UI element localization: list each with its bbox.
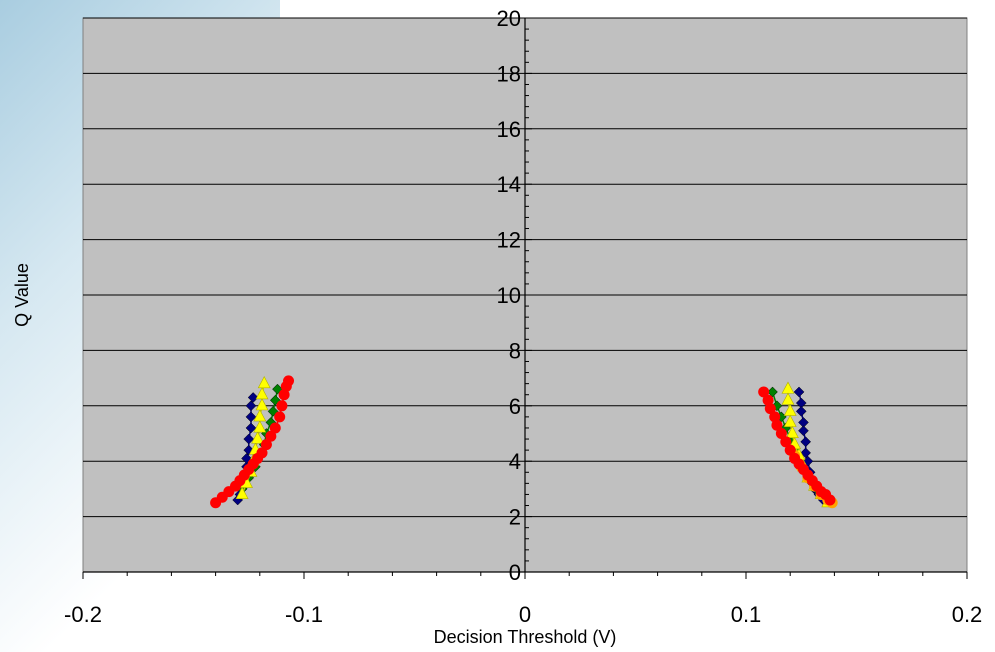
x-tick-label: 0.1 — [731, 602, 762, 627]
data-point — [243, 433, 255, 445]
data-point — [256, 447, 268, 459]
data-point — [245, 400, 257, 412]
series-group — [210, 375, 838, 509]
data-point — [283, 375, 295, 387]
data-point — [780, 436, 792, 448]
data-point — [767, 386, 778, 398]
x-tick-label: -0.2 — [64, 602, 102, 627]
data-point — [781, 392, 795, 405]
data-point — [775, 428, 787, 439]
y-tick-label: 2 — [509, 505, 521, 530]
tick-labels: -0.2 -0.1 0 0.1 0.2 0 2 4 6 8 10 12 14 16 18 20 — [64, 6, 982, 627]
y-tick-label: 14 — [497, 172, 521, 197]
data-point — [785, 425, 799, 439]
data-point — [771, 419, 783, 431]
data-point — [278, 389, 290, 401]
data-point — [784, 444, 796, 456]
y-tick-label: 0 — [509, 560, 521, 585]
data-point — [247, 392, 259, 403]
data-point — [253, 420, 267, 433]
data-point — [783, 414, 797, 427]
data-point — [795, 405, 807, 417]
x-tick-label: -0.1 — [285, 602, 323, 627]
y-tick-label: 4 — [509, 449, 521, 474]
data-point — [800, 436, 812, 448]
y-tick-label: 10 — [497, 283, 521, 308]
x-tick-label: 0.2 — [952, 602, 983, 627]
y-tick-label: 6 — [509, 394, 521, 419]
y-tick-label: 12 — [497, 228, 521, 253]
data-point — [265, 430, 277, 442]
data-point — [245, 422, 257, 434]
data-point — [253, 409, 267, 422]
y-tick-label: 8 — [509, 338, 521, 363]
data-point — [769, 411, 781, 423]
y-tick-label: 20 — [497, 6, 521, 31]
data-point — [255, 398, 269, 411]
data-point — [800, 447, 812, 459]
data-point — [762, 394, 774, 406]
x-tick-label: 0 — [519, 602, 531, 627]
series-5 — [210, 375, 836, 509]
y-axis-title: Q Value — [12, 263, 32, 327]
data-point — [276, 400, 288, 412]
data-point — [798, 425, 809, 437]
data-point — [257, 376, 271, 389]
data-point — [764, 403, 776, 415]
data-point — [235, 486, 249, 499]
data-point — [255, 387, 269, 400]
data-point — [251, 431, 265, 444]
y-tick-label: 18 — [497, 61, 521, 86]
y-tick-label: 16 — [497, 117, 521, 142]
x-axis-title: Decision Threshold (V) — [434, 627, 617, 647]
data-point — [793, 386, 805, 398]
data-point — [260, 439, 272, 451]
data-point — [824, 494, 836, 506]
data-point — [269, 422, 281, 434]
data-point — [274, 411, 286, 423]
data-point — [245, 411, 257, 423]
data-point — [758, 386, 770, 398]
axes — [82, 17, 968, 579]
